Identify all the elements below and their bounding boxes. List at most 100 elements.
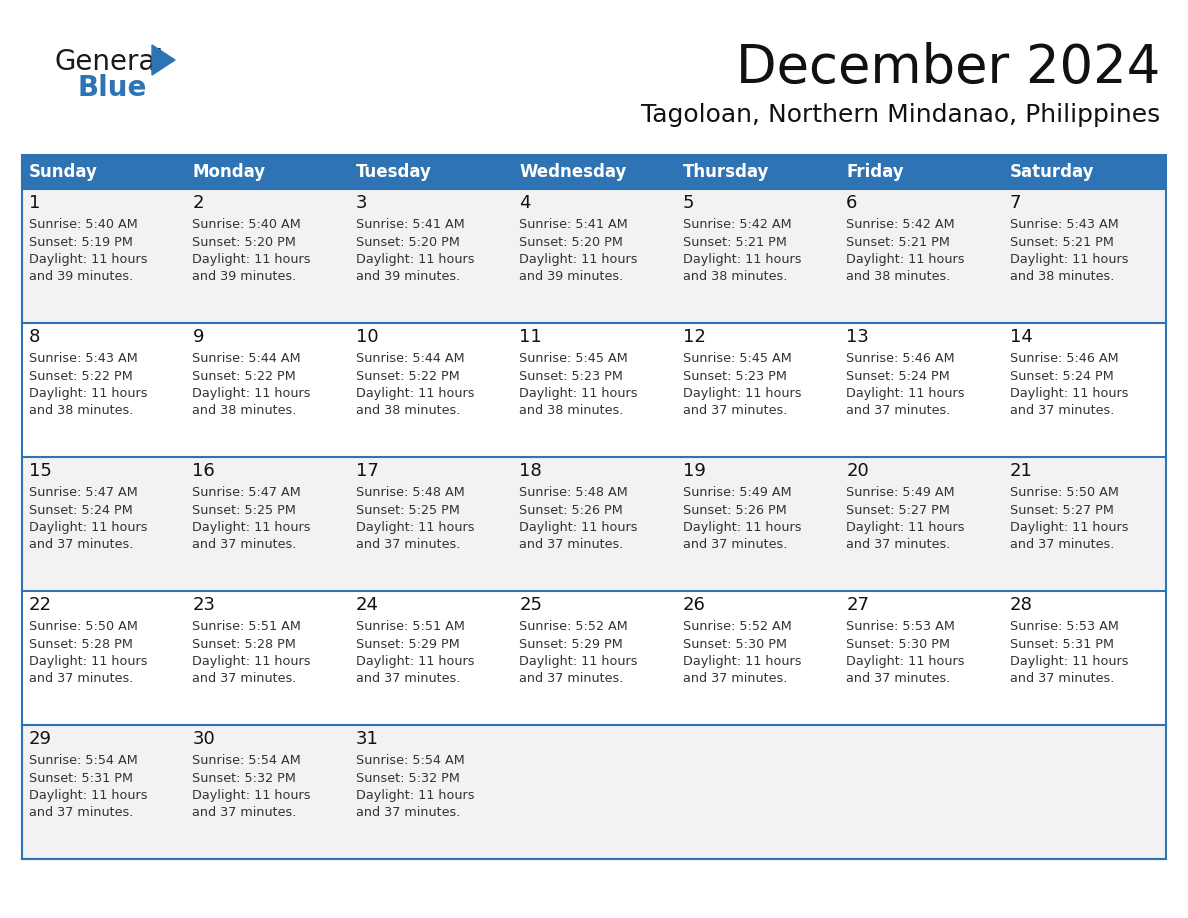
- Text: 23: 23: [192, 596, 215, 614]
- Text: 2: 2: [192, 194, 204, 212]
- Text: and 38 minutes.: and 38 minutes.: [683, 270, 788, 283]
- Text: Daylight: 11 hours: Daylight: 11 hours: [356, 655, 474, 667]
- Text: Daylight: 11 hours: Daylight: 11 hours: [1010, 655, 1129, 667]
- Text: 7: 7: [1010, 194, 1020, 212]
- Text: Daylight: 11 hours: Daylight: 11 hours: [192, 252, 311, 265]
- Text: Sunrise: 5:48 AM: Sunrise: 5:48 AM: [356, 487, 465, 499]
- Text: Sunrise: 5:51 AM: Sunrise: 5:51 AM: [356, 621, 465, 633]
- Text: Sunset: 5:28 PM: Sunset: 5:28 PM: [29, 637, 133, 651]
- Text: Sunset: 5:26 PM: Sunset: 5:26 PM: [519, 503, 623, 517]
- Text: and 37 minutes.: and 37 minutes.: [846, 404, 950, 417]
- Text: and 37 minutes.: and 37 minutes.: [29, 805, 133, 819]
- Text: Daylight: 11 hours: Daylight: 11 hours: [192, 789, 311, 801]
- Text: 24: 24: [356, 596, 379, 614]
- Text: and 37 minutes.: and 37 minutes.: [519, 538, 624, 551]
- Text: Sunset: 5:28 PM: Sunset: 5:28 PM: [192, 637, 296, 651]
- Text: and 39 minutes.: and 39 minutes.: [356, 270, 460, 283]
- Text: Thursday: Thursday: [683, 163, 769, 181]
- Text: Daylight: 11 hours: Daylight: 11 hours: [519, 252, 638, 265]
- Text: Daylight: 11 hours: Daylight: 11 hours: [192, 521, 311, 533]
- Text: Sunset: 5:30 PM: Sunset: 5:30 PM: [683, 637, 786, 651]
- Text: Daylight: 11 hours: Daylight: 11 hours: [29, 655, 147, 667]
- Text: 18: 18: [519, 462, 542, 480]
- Text: Daylight: 11 hours: Daylight: 11 hours: [683, 655, 801, 667]
- Bar: [839, 155, 1003, 189]
- Text: Sunrise: 5:54 AM: Sunrise: 5:54 AM: [356, 755, 465, 767]
- Text: 8: 8: [29, 328, 40, 346]
- Text: 3: 3: [356, 194, 367, 212]
- Text: Daylight: 11 hours: Daylight: 11 hours: [29, 521, 147, 533]
- Text: Sunset: 5:25 PM: Sunset: 5:25 PM: [192, 503, 296, 517]
- Text: Sunset: 5:21 PM: Sunset: 5:21 PM: [1010, 236, 1113, 249]
- Text: Sunset: 5:26 PM: Sunset: 5:26 PM: [683, 503, 786, 517]
- Text: 22: 22: [29, 596, 52, 614]
- Text: 9: 9: [192, 328, 204, 346]
- Bar: [23, 725, 1165, 859]
- Text: Sunset: 5:31 PM: Sunset: 5:31 PM: [29, 771, 133, 785]
- Text: and 37 minutes.: and 37 minutes.: [683, 538, 788, 551]
- Text: and 37 minutes.: and 37 minutes.: [29, 671, 133, 685]
- Text: Sunrise: 5:53 AM: Sunrise: 5:53 AM: [1010, 621, 1118, 633]
- Text: Sunrise: 5:52 AM: Sunrise: 5:52 AM: [519, 621, 628, 633]
- Text: 10: 10: [356, 328, 379, 346]
- Text: Daylight: 11 hours: Daylight: 11 hours: [356, 789, 474, 801]
- Text: Wednesday: Wednesday: [519, 163, 626, 181]
- Bar: [1003, 155, 1165, 189]
- Text: and 37 minutes.: and 37 minutes.: [192, 805, 297, 819]
- Text: Tuesday: Tuesday: [356, 163, 431, 181]
- Text: Daylight: 11 hours: Daylight: 11 hours: [192, 386, 311, 399]
- Text: Sunrise: 5:47 AM: Sunrise: 5:47 AM: [29, 487, 138, 499]
- Text: and 37 minutes.: and 37 minutes.: [356, 671, 460, 685]
- Text: Sunrise: 5:50 AM: Sunrise: 5:50 AM: [29, 621, 138, 633]
- Text: and 38 minutes.: and 38 minutes.: [356, 404, 460, 417]
- Text: Daylight: 11 hours: Daylight: 11 hours: [192, 655, 311, 667]
- Text: 29: 29: [29, 730, 52, 748]
- Text: Daylight: 11 hours: Daylight: 11 hours: [356, 386, 474, 399]
- Text: Daylight: 11 hours: Daylight: 11 hours: [1010, 521, 1129, 533]
- Text: Sunrise: 5:51 AM: Sunrise: 5:51 AM: [192, 621, 302, 633]
- Text: Sunrise: 5:50 AM: Sunrise: 5:50 AM: [1010, 487, 1118, 499]
- Text: Sunrise: 5:44 AM: Sunrise: 5:44 AM: [356, 353, 465, 365]
- Text: and 38 minutes.: and 38 minutes.: [29, 404, 133, 417]
- Text: Daylight: 11 hours: Daylight: 11 hours: [519, 655, 638, 667]
- Text: Sunset: 5:27 PM: Sunset: 5:27 PM: [846, 503, 950, 517]
- Text: and 38 minutes.: and 38 minutes.: [1010, 270, 1114, 283]
- Bar: [185, 155, 349, 189]
- Text: Sunrise: 5:43 AM: Sunrise: 5:43 AM: [1010, 218, 1118, 231]
- Text: 5: 5: [683, 194, 694, 212]
- Text: 27: 27: [846, 596, 870, 614]
- Text: Sunset: 5:21 PM: Sunset: 5:21 PM: [683, 236, 786, 249]
- Text: 21: 21: [1010, 462, 1032, 480]
- Text: Sunset: 5:32 PM: Sunset: 5:32 PM: [192, 771, 296, 785]
- Text: 25: 25: [519, 596, 542, 614]
- Polygon shape: [152, 45, 175, 75]
- Text: Daylight: 11 hours: Daylight: 11 hours: [29, 386, 147, 399]
- Text: Sunrise: 5:45 AM: Sunrise: 5:45 AM: [683, 353, 791, 365]
- Text: Blue: Blue: [77, 74, 146, 102]
- Text: Sunrise: 5:40 AM: Sunrise: 5:40 AM: [192, 218, 302, 231]
- Text: Sunset: 5:32 PM: Sunset: 5:32 PM: [356, 771, 460, 785]
- Text: Sunrise: 5:48 AM: Sunrise: 5:48 AM: [519, 487, 628, 499]
- Text: Sunrise: 5:44 AM: Sunrise: 5:44 AM: [192, 353, 301, 365]
- Text: 15: 15: [29, 462, 52, 480]
- Text: Sunset: 5:20 PM: Sunset: 5:20 PM: [356, 236, 460, 249]
- Text: Daylight: 11 hours: Daylight: 11 hours: [846, 386, 965, 399]
- Bar: [23, 323, 1165, 457]
- Text: Sunrise: 5:41 AM: Sunrise: 5:41 AM: [356, 218, 465, 231]
- Text: Sunset: 5:22 PM: Sunset: 5:22 PM: [29, 370, 133, 383]
- Text: Sunset: 5:20 PM: Sunset: 5:20 PM: [192, 236, 296, 249]
- Text: Sunset: 5:23 PM: Sunset: 5:23 PM: [519, 370, 624, 383]
- Text: Daylight: 11 hours: Daylight: 11 hours: [683, 521, 801, 533]
- Bar: [349, 155, 512, 189]
- Text: Sunrise: 5:42 AM: Sunrise: 5:42 AM: [846, 218, 955, 231]
- Text: 11: 11: [519, 328, 542, 346]
- Text: Daylight: 11 hours: Daylight: 11 hours: [846, 655, 965, 667]
- Bar: [676, 155, 839, 189]
- Text: 20: 20: [846, 462, 868, 480]
- Text: Sunset: 5:24 PM: Sunset: 5:24 PM: [846, 370, 950, 383]
- Text: Sunrise: 5:53 AM: Sunrise: 5:53 AM: [846, 621, 955, 633]
- Text: and 38 minutes.: and 38 minutes.: [519, 404, 624, 417]
- Text: Saturday: Saturday: [1010, 163, 1094, 181]
- Text: Sunset: 5:20 PM: Sunset: 5:20 PM: [519, 236, 624, 249]
- Bar: [23, 155, 1165, 859]
